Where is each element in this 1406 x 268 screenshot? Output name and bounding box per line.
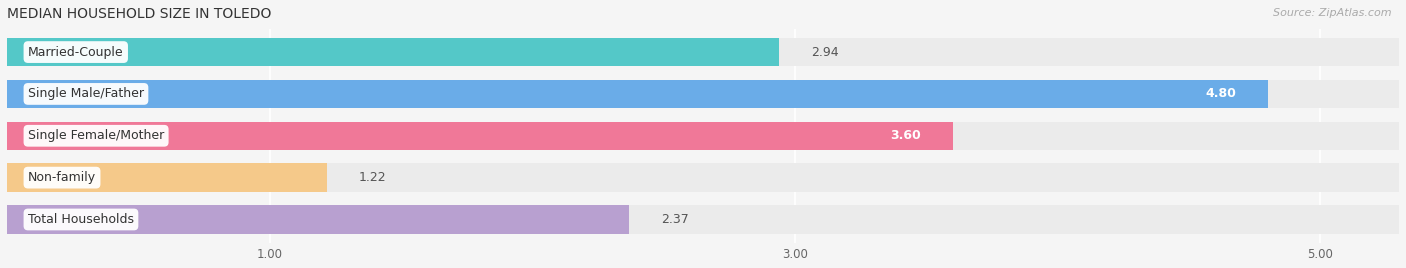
Bar xyxy=(7,80,1268,108)
Text: Source: ZipAtlas.com: Source: ZipAtlas.com xyxy=(1274,8,1392,18)
Text: MEDIAN HOUSEHOLD SIZE IN TOLEDO: MEDIAN HOUSEHOLD SIZE IN TOLEDO xyxy=(7,7,271,21)
Text: 2.94: 2.94 xyxy=(811,46,838,59)
Text: 2.37: 2.37 xyxy=(661,213,689,226)
Bar xyxy=(7,122,952,150)
Text: Married-Couple: Married-Couple xyxy=(28,46,124,59)
Bar xyxy=(7,38,1399,66)
Text: Non-family: Non-family xyxy=(28,171,96,184)
Text: Single Male/Father: Single Male/Father xyxy=(28,87,143,100)
Bar xyxy=(7,38,779,66)
Bar xyxy=(7,163,328,192)
Bar xyxy=(7,163,1399,192)
Text: Total Households: Total Households xyxy=(28,213,134,226)
Bar xyxy=(7,80,1399,108)
Text: 1.22: 1.22 xyxy=(359,171,387,184)
Text: 4.80: 4.80 xyxy=(1205,87,1236,100)
Text: Single Female/Mother: Single Female/Mother xyxy=(28,129,165,142)
Bar xyxy=(7,122,1399,150)
Bar xyxy=(7,205,1399,234)
Text: 3.60: 3.60 xyxy=(890,129,921,142)
Bar xyxy=(7,205,630,234)
